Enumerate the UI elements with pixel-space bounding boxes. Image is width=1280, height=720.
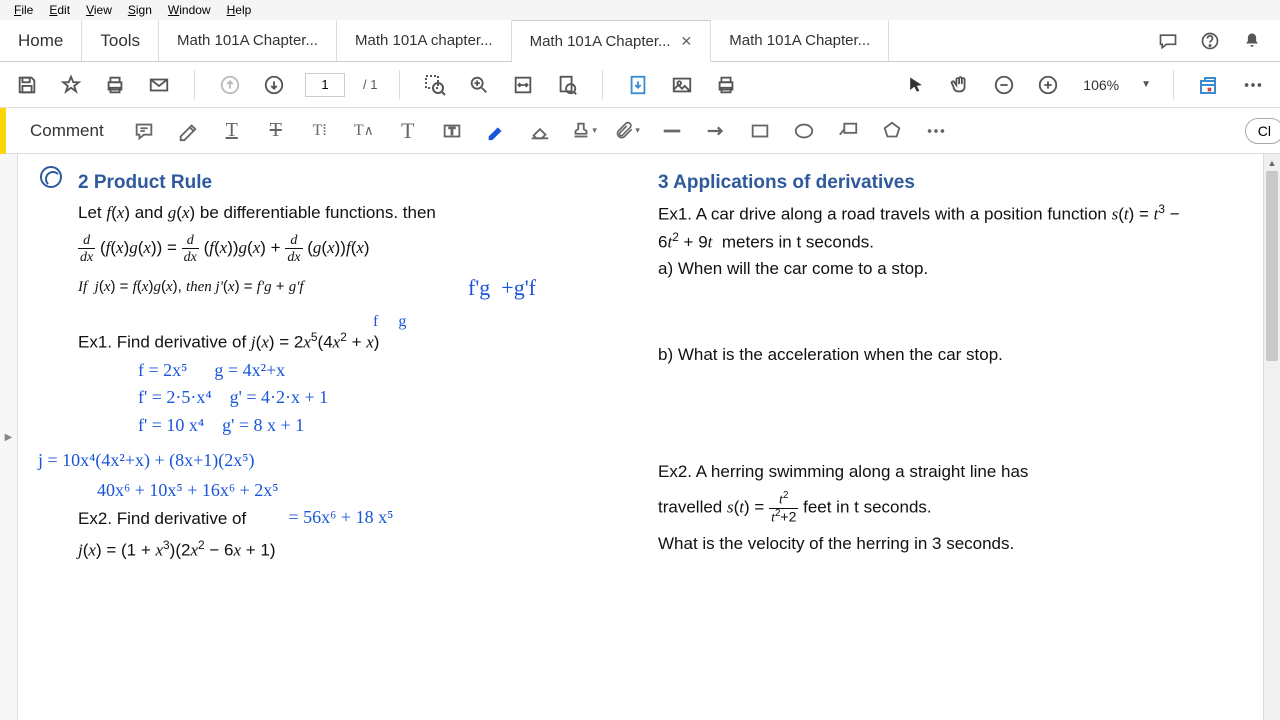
handwrite-expand: 40x⁶ + 10x⁵ + 16x⁶ + 2x⁵ (88, 479, 279, 502)
app-ex1-qa: a) When will the car come to a stop. (658, 256, 1198, 282)
print2-icon[interactable] (713, 72, 739, 98)
rectangle-icon[interactable] (746, 117, 774, 145)
line-icon[interactable] (658, 117, 686, 145)
section-2-title: 2 Product Rule (78, 172, 618, 194)
zoom-value[interactable]: 106% (1079, 77, 1123, 93)
app-ex1-qb: b) What is the acceleration when the car… (658, 342, 1198, 368)
handwrite-fg-small: f g (373, 312, 406, 333)
app-ex1: Ex1. A car drive along a road travels wi… (658, 200, 1198, 256)
text-callout-icon[interactable] (834, 117, 862, 145)
section-3-title: 3 Applications of derivatives (658, 172, 1198, 194)
comment-label: Comment (22, 121, 114, 141)
bell-icon[interactable] (1242, 31, 1262, 51)
print-icon[interactable] (102, 72, 128, 98)
menu-file[interactable]: File (6, 3, 41, 17)
underline-text-icon[interactable]: T (218, 117, 246, 145)
zoom-dropdown-icon[interactable]: ▼ (1141, 79, 1151, 90)
zoom-in-icon[interactable] (1035, 72, 1061, 98)
select-tool-icon[interactable] (903, 72, 929, 98)
page-total-label: / 1 (363, 77, 377, 92)
insert-text-icon[interactable]: T∧ (350, 117, 378, 145)
tab-doc-2[interactable]: Math 101A Chapter... ✕ (512, 20, 712, 62)
fit-width-icon[interactable] (510, 72, 536, 98)
menu-window[interactable]: Window (160, 3, 219, 17)
main-toolbar: 1 / 1 106% ▼ (0, 62, 1280, 108)
menu-view[interactable]: View (78, 3, 120, 17)
text-box-icon[interactable]: T (438, 117, 466, 145)
email-icon[interactable] (146, 72, 172, 98)
scroll-thumb[interactable] (1266, 171, 1278, 361)
share-icon[interactable] (1196, 72, 1222, 98)
image-icon[interactable] (669, 72, 695, 98)
menu-help[interactable]: Help (219, 3, 260, 17)
product-rule-short: If j(x) = f(x)g(x), then j'(x) = f'g + g… (78, 275, 618, 299)
hand-tool-icon[interactable] (947, 72, 973, 98)
more-icon[interactable] (1240, 72, 1266, 98)
page-number-input[interactable]: 1 (305, 73, 345, 97)
chat-icon[interactable] (1158, 31, 1178, 51)
menu-bar: File Edit View Sign Window Help (0, 0, 1280, 20)
oval-icon[interactable] (790, 117, 818, 145)
zoom-marquee-icon[interactable] (422, 72, 448, 98)
tab-doc-2-label: Math 101A Chapter... (530, 33, 671, 50)
highlight-icon[interactable] (174, 117, 202, 145)
menu-edit[interactable]: Edit (41, 3, 78, 17)
save-icon[interactable] (14, 72, 40, 98)
tab-doc-3[interactable]: Math 101A Chapter... (711, 20, 889, 61)
handwrite-result: = 56x⁶ + 18 x⁵ (248, 506, 393, 529)
handwrite-line3: f' = 10 x⁴ g' = 8 x + 1 (138, 414, 304, 437)
tab-doc-0[interactable]: Math 101A Chapter... (159, 20, 337, 61)
tab-home[interactable]: Home (0, 20, 82, 61)
logo-icon (40, 166, 62, 188)
pencil-icon[interactable] (482, 117, 510, 145)
product-rule-formula: ddx (f(x)g(x)) = ddx (f(x))g(x) + ddx (g… (78, 232, 618, 265)
sticky-note-icon[interactable] (130, 117, 158, 145)
replace-text-icon[interactable]: T⁞ (306, 117, 334, 145)
help-icon[interactable] (1200, 31, 1220, 51)
handwrite-line2: f' = 2·5·x⁴ g' = 4·2·x + 1 (138, 386, 328, 409)
stamp-icon[interactable]: ▾ (570, 117, 598, 145)
app-ex2-b: travelled s(t) = t2t2+2 feet in t second… (658, 491, 1198, 525)
arrow-icon[interactable] (702, 117, 730, 145)
ex2-formula: j(x) = (1 + x3)(2x2 − 6x + 1) (78, 536, 618, 564)
svg-text:T: T (449, 126, 455, 137)
section-2-intro: Let f(x) and g(x) be differentiable func… (78, 200, 618, 226)
handwrite-fg: f'g +g'f (468, 274, 536, 303)
close-comment-button[interactable]: Cl (1245, 118, 1280, 144)
polygon-icon[interactable] (878, 117, 906, 145)
page-view-icon[interactable] (554, 72, 580, 98)
more-tools-icon[interactable] (922, 117, 950, 145)
page-up-icon[interactable] (217, 72, 243, 98)
strikethrough-icon[interactable]: T (262, 117, 290, 145)
page-down-icon[interactable] (261, 72, 287, 98)
document-page: 2 Product Rule Let f(x) and g(x) be diff… (18, 154, 1263, 720)
app-ex2-q: What is the velocity of the herring in 3… (658, 531, 1198, 557)
add-text-icon[interactable]: T (394, 117, 422, 145)
ex1-label: Ex1. Find derivative of j(x) = 2x5(4x2 +… (78, 328, 618, 356)
content-area: ▶ 2 Product Rule Let f(x) and g(x) be di… (0, 154, 1280, 720)
tab-bar: Home Tools Math 101A Chapter... Math 101… (0, 20, 1280, 62)
handwrite-j: j = 10x⁴(4x²+x) + (8x+1)(2x⁵) (38, 449, 255, 472)
eraser-icon[interactable] (526, 117, 554, 145)
comment-accent (0, 108, 6, 154)
scroll-up-icon[interactable]: ▲ (1264, 154, 1280, 171)
close-tab-icon[interactable]: ✕ (681, 33, 693, 50)
export-pdf-icon[interactable] (625, 72, 651, 98)
zoom-out-icon[interactable] (991, 72, 1017, 98)
app-ex2-a: Ex2. A herring swimming along a straight… (658, 459, 1198, 485)
attach-icon[interactable]: ▾ (614, 117, 642, 145)
zoom-tool-icon[interactable] (466, 72, 492, 98)
comment-toolbar: Comment T T T⁞ T∧ T T ▾ ▾ Cl (0, 108, 1280, 154)
handwrite-line1: f = 2x⁵ g = 4x²+x (138, 359, 285, 382)
vertical-scrollbar[interactable]: ▲ (1263, 154, 1280, 720)
star-icon[interactable] (58, 72, 84, 98)
tab-doc-1[interactable]: Math 101A chapter... (337, 20, 512, 61)
tab-tools[interactable]: Tools (82, 20, 159, 61)
side-panel-toggle[interactable]: ▶ (0, 154, 18, 720)
menu-sign[interactable]: Sign (120, 3, 160, 17)
